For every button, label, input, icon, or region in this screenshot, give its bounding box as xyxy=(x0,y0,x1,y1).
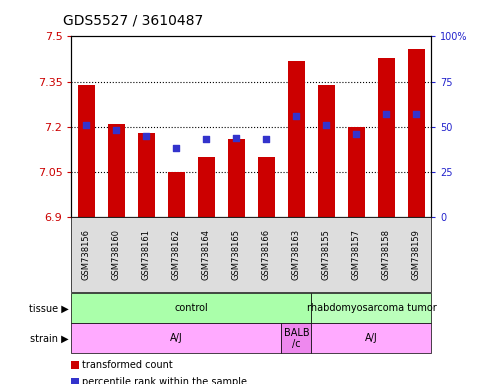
Text: GSM738159: GSM738159 xyxy=(412,229,421,280)
Bar xyxy=(228,139,245,217)
Bar xyxy=(168,172,185,217)
Text: GSM738162: GSM738162 xyxy=(172,229,181,280)
Bar xyxy=(108,124,125,217)
Text: GSM738158: GSM738158 xyxy=(382,229,391,280)
Bar xyxy=(348,127,365,217)
Point xyxy=(352,131,360,137)
Point xyxy=(203,136,211,142)
Text: GSM738166: GSM738166 xyxy=(262,229,271,280)
Bar xyxy=(258,157,275,217)
Bar xyxy=(318,84,335,217)
Text: GSM738157: GSM738157 xyxy=(352,229,361,280)
Point xyxy=(233,134,241,141)
Text: strain ▶: strain ▶ xyxy=(31,333,69,343)
Bar xyxy=(288,61,305,217)
Text: GSM738164: GSM738164 xyxy=(202,229,211,280)
Bar xyxy=(198,157,214,217)
Text: tissue ▶: tissue ▶ xyxy=(29,303,69,313)
Text: GDS5527 / 3610487: GDS5527 / 3610487 xyxy=(63,13,203,27)
Point xyxy=(112,127,120,133)
Text: percentile rank within the sample: percentile rank within the sample xyxy=(82,377,247,384)
Text: transformed count: transformed count xyxy=(82,360,173,370)
Bar xyxy=(138,133,155,217)
Text: A/J: A/J xyxy=(170,333,183,343)
Text: GSM738161: GSM738161 xyxy=(142,229,151,280)
Text: A/J: A/J xyxy=(365,333,378,343)
Point xyxy=(322,122,330,128)
Text: GSM738155: GSM738155 xyxy=(322,229,331,280)
Point xyxy=(383,111,390,117)
Text: rhabdomyosarcoma tumor: rhabdomyosarcoma tumor xyxy=(307,303,436,313)
Text: control: control xyxy=(175,303,209,313)
Text: GSM738160: GSM738160 xyxy=(112,229,121,280)
Text: GSM738165: GSM738165 xyxy=(232,229,241,280)
Bar xyxy=(78,84,95,217)
Point xyxy=(82,122,90,128)
Point xyxy=(173,145,180,151)
Bar xyxy=(378,58,394,217)
Text: BALB
/c: BALB /c xyxy=(283,328,309,349)
Text: GSM738163: GSM738163 xyxy=(292,229,301,280)
Point xyxy=(292,113,300,119)
Point xyxy=(413,111,421,117)
Bar xyxy=(408,48,424,217)
Text: GSM738156: GSM738156 xyxy=(82,229,91,280)
Point xyxy=(142,133,150,139)
Point xyxy=(262,136,270,142)
